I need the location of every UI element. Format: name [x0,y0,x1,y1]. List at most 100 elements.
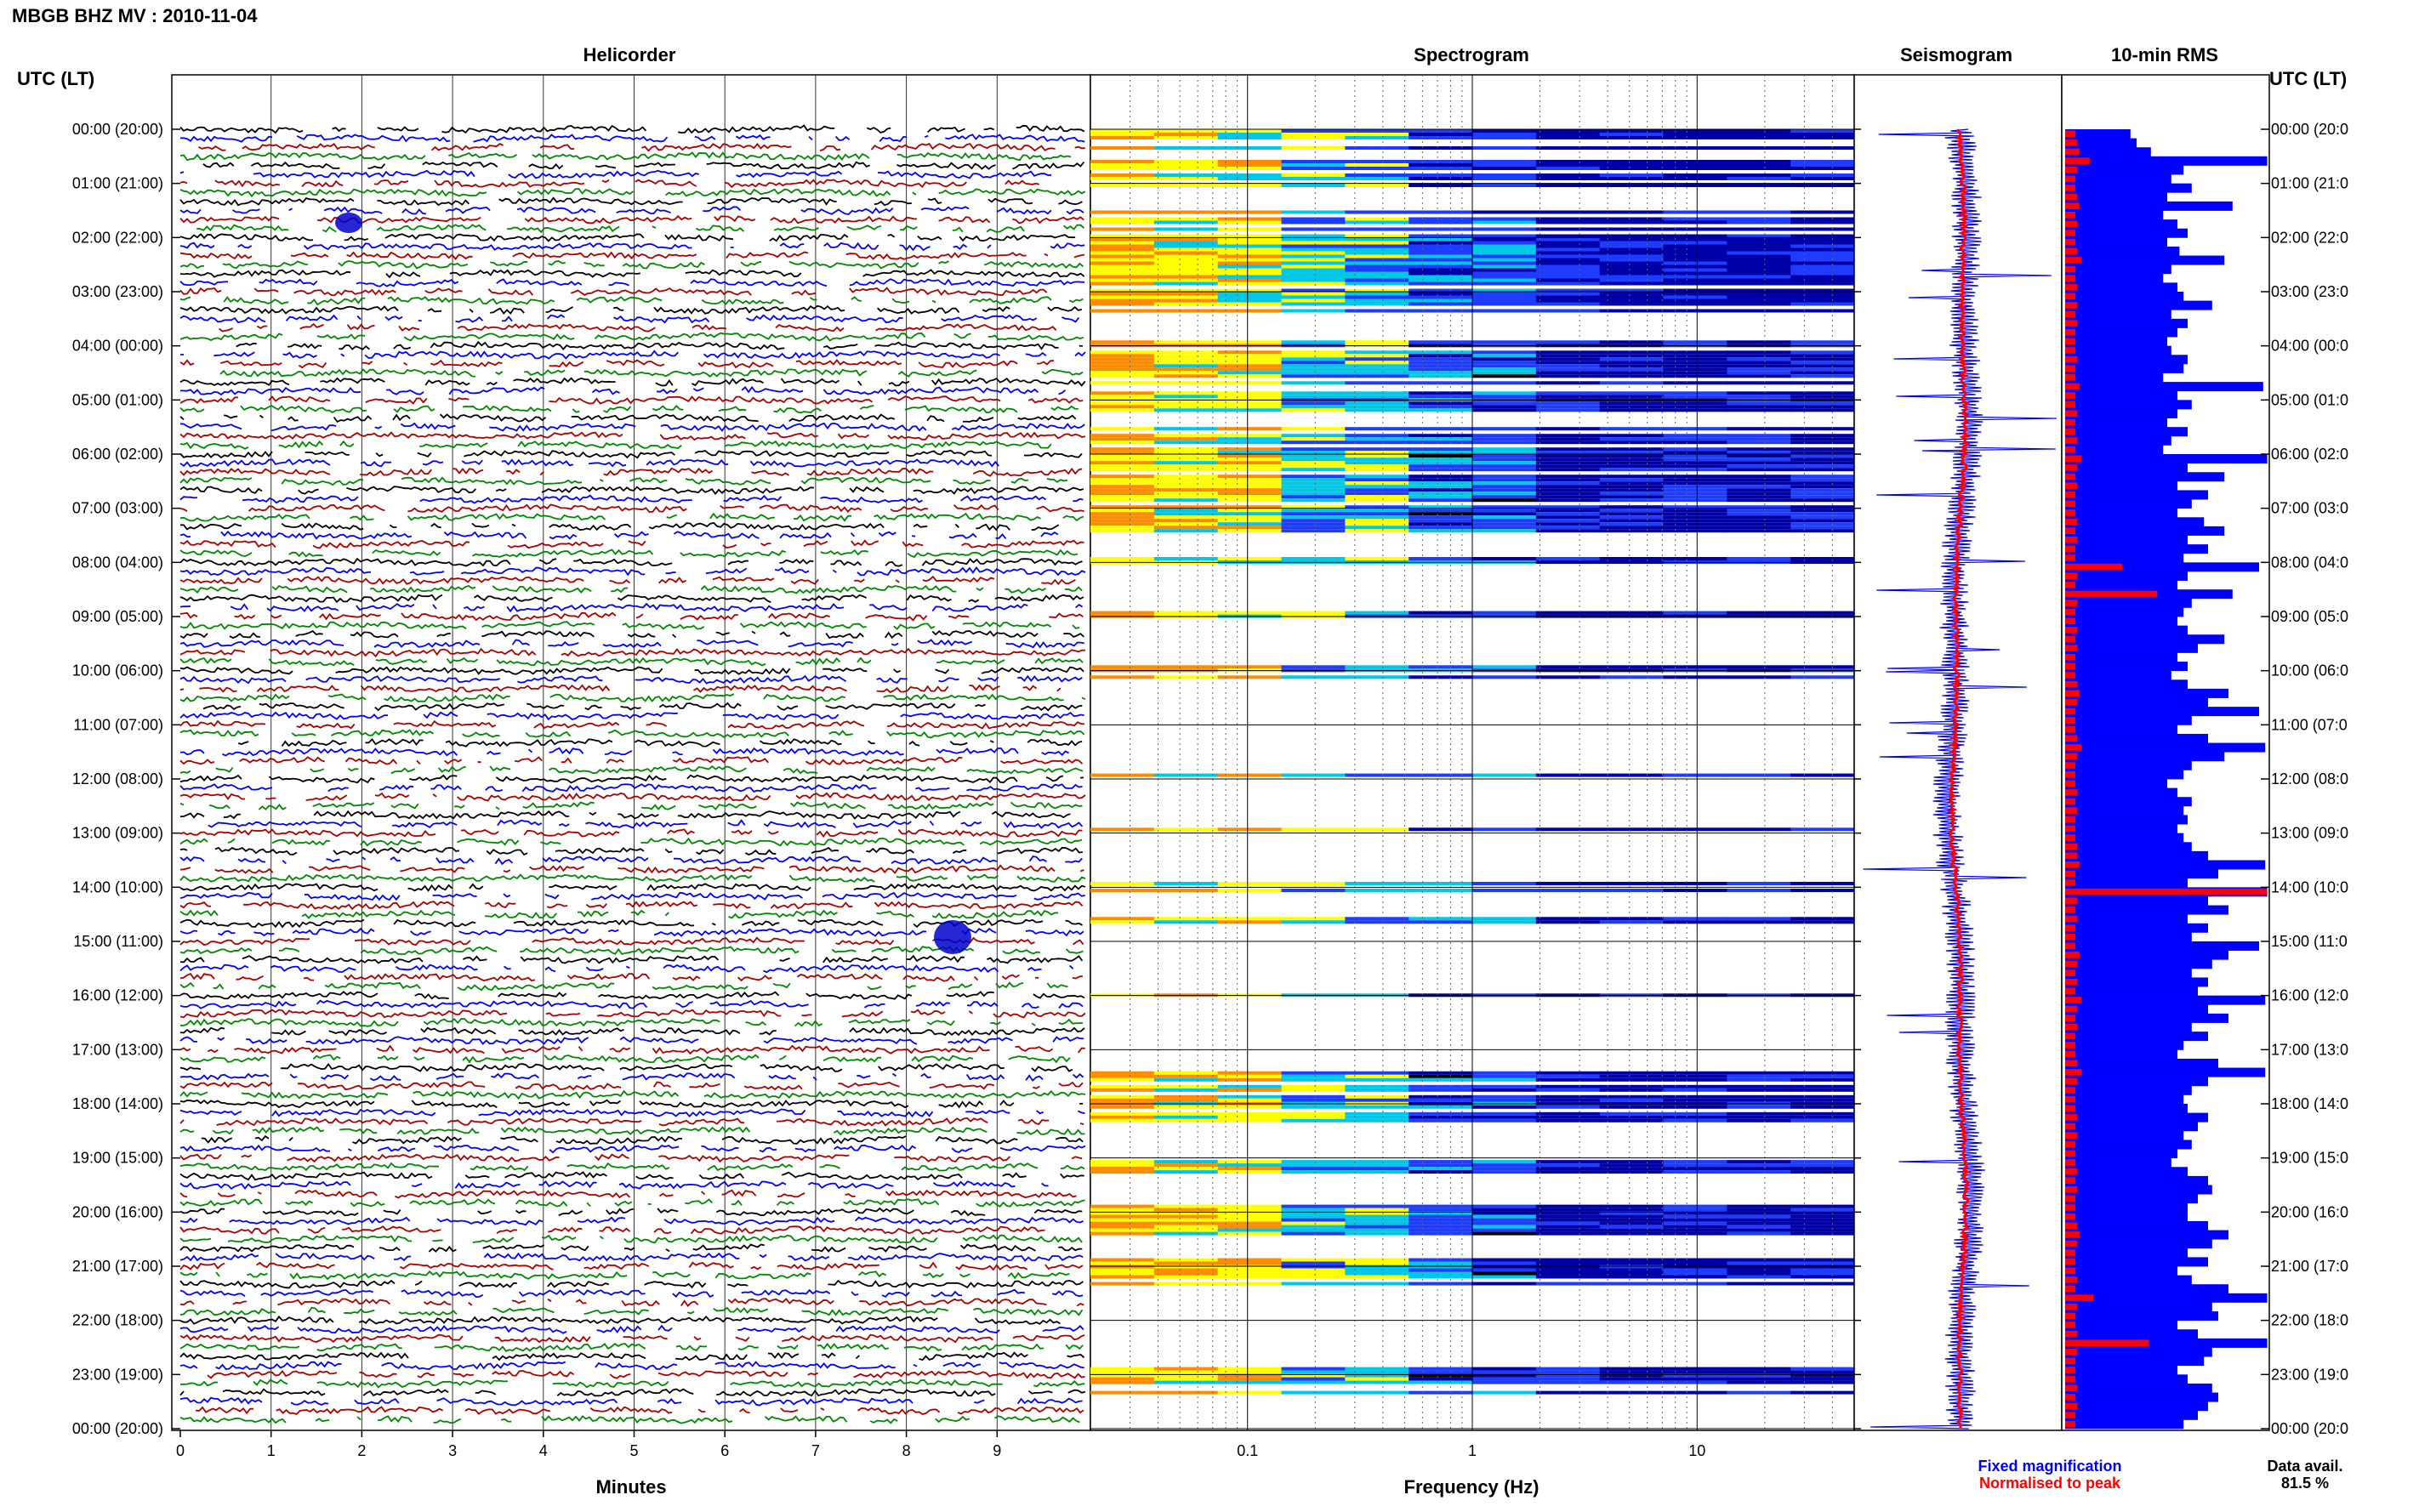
helicorder-trace [690,278,828,287]
helicorder-trace [666,514,677,519]
hour-label-right: 06:00 (02:0 [2271,446,2348,463]
helicorder-trace [504,965,511,970]
helicorder-trace [201,1136,233,1144]
spectrogram-cell [1535,611,1601,615]
spectrogram-cell [1409,258,1473,262]
helicorder-trace [374,792,410,799]
spectrogram-cell [1599,227,1665,231]
helicorder-trace [475,1390,497,1395]
rms-fixed-bar [2065,526,2225,536]
spectrogram-cell [1535,458,1601,462]
helicorder-trace [449,269,640,278]
spectrogram-cell [1727,675,1792,679]
helicorder-trace [858,1270,887,1278]
helicorder-trace [938,216,991,224]
spectrogram-cell [1217,381,1283,385]
rms-normalised-bar [2065,997,2082,1003]
spectrogram-cell [1409,288,1473,293]
spectrogram-cell [1790,495,1855,499]
spectrogram-cell [1090,244,1155,248]
helicorder-trace [962,416,994,423]
helicorder-trace [777,1344,799,1350]
spectrogram-cell [1727,217,1792,221]
helicorder-trace [921,558,1083,566]
spectrogram-cell [1599,254,1665,259]
helicorder-trace [452,468,484,475]
helicorder-trace [179,972,215,981]
spectrogram-cell [1409,468,1473,472]
spectrogram-cell [1535,210,1601,214]
spectrogram-cell [1727,401,1792,406]
spectrogram-cell [1217,302,1283,306]
helicorder-trace [879,135,908,143]
rms-fixed-bar [2065,138,2137,148]
rms-normalised-bar [2065,1240,2078,1248]
helicorder-trace [969,684,1000,691]
spectrogram-cell [1153,374,1219,378]
helicorder-trace [627,633,656,638]
spectrogram-cell [1217,1380,1283,1384]
spectrogram-cell [1599,437,1665,441]
spectrogram-cell [1663,1225,1728,1229]
spectrogram-cell [1790,526,1855,530]
spectrogram-cell [1409,281,1473,286]
spectrogram-cell [1281,1160,1346,1164]
spectrogram-cell [1727,1218,1792,1222]
spectrogram-cell [1535,522,1601,526]
spectrogram-cell [1090,1163,1155,1168]
helicorder-trace [954,523,959,528]
helicorder-trace [862,269,1085,278]
spectrogram-cell [1281,1370,1346,1374]
spectrogram-cell [1535,258,1601,262]
helicorder-trace [997,1288,1025,1296]
helicorder-trace [714,1361,896,1370]
helicorder-trace [515,1209,526,1214]
spectrogram-cell [1790,481,1855,486]
helicorder-trace [492,1369,575,1378]
helicorder-trace [808,135,813,141]
spectrogram-cell [1535,1373,1601,1378]
spectrogram-cell [1281,367,1346,372]
helicorder-trace [685,478,771,486]
helicorder-trace [179,1300,195,1306]
helicorder-trace [246,1037,287,1045]
helicorder-trace [275,1253,375,1261]
spectrogram-cell [1663,461,1728,465]
helicorder-trace [237,857,266,863]
spectrogram-cell [1090,1115,1155,1119]
spectrogram-cell [1217,217,1283,221]
spectrogram-cell [1281,505,1346,509]
spectrogram-cell [1153,292,1219,296]
spectrogram-cell [1535,1204,1601,1208]
spectrogram-cell [1345,357,1410,361]
helicorder-trace [938,1100,984,1109]
spectrogram-cell [1345,882,1410,885]
spectrogram-cell [1727,827,1792,832]
helicorder-trace [256,685,339,692]
rms-fixed-bar [2065,1004,2208,1015]
spectrogram-cell [1663,488,1728,492]
spectrogram-cell [1409,1214,1473,1219]
rms-normalised-bar [2065,410,2078,418]
helicorder-trace [788,1254,830,1262]
spectrogram-cell [1535,281,1601,286]
spectrogram-cell [1599,374,1665,378]
helicorder-trace [1033,1085,1040,1089]
spectrogram-cell [1153,1071,1219,1075]
spectrogram-cell [1727,522,1792,526]
spectrogram-cell [1599,1160,1665,1164]
helicorder-trace [561,647,1085,657]
spectrogram-cell [1790,227,1855,231]
spectrogram-cell [1409,1377,1473,1381]
helicorder-trace [179,423,242,430]
spectrogram-cell [1472,129,1537,133]
spectrogram-cell [1217,220,1283,225]
spectrogram-cell [1153,281,1219,286]
rms-normalised-bar [2065,753,2078,760]
helicorder-trace [906,954,965,963]
helicorder-trace [1051,1290,1084,1298]
helicorder-trace [743,1084,803,1091]
helicorder-trace [618,812,659,820]
helicorder-trace [179,783,273,791]
helicorder-trace [874,901,1084,910]
